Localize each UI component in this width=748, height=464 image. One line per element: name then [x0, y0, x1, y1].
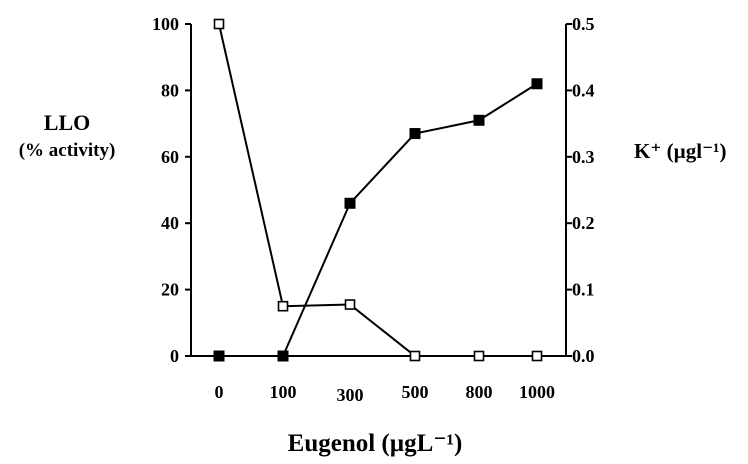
series: [213, 18, 543, 362]
left-tick-label: 80: [161, 80, 179, 100]
llo-point: [213, 18, 225, 30]
right-tick-label: 0.3: [572, 147, 595, 167]
k-point: [531, 78, 543, 90]
k-point: [409, 128, 421, 140]
left-axis-label-line2: (% activity): [19, 140, 116, 161]
llo-point: [473, 350, 485, 362]
right-axis-label: K⁺ (µgl⁻¹): [634, 139, 726, 163]
llo-point: [344, 299, 356, 310]
axes: [190, 24, 567, 357]
llo-point: [409, 350, 421, 362]
x-tick-label: 300: [337, 385, 364, 405]
right-tick-label: 0.2: [572, 213, 595, 233]
ticks: 0 20 40 60 80 100 0.0 0.1 0.2 0.3 0.4 0.5 0 100 300 500…: [152, 14, 595, 405]
llo-point: [277, 300, 289, 312]
k-point: [473, 114, 485, 126]
left-tick-label: 0: [170, 346, 179, 366]
llo-series-line: [218, 23, 537, 357]
right-tick-label: 0.5: [572, 14, 595, 34]
left-tick-label: 60: [161, 147, 179, 167]
left-tick-label: 40: [161, 213, 179, 233]
x-tick-label: 0: [215, 382, 224, 402]
x-tick-label: 100: [270, 382, 297, 402]
k-point: [277, 350, 289, 362]
left-axis-label-line1: LLO: [44, 110, 90, 135]
llo-point: [531, 350, 543, 362]
k-point: [344, 197, 356, 209]
k-series-line: [219, 82, 538, 357]
right-tick-label: 0.1: [572, 280, 595, 300]
x-tick-label: 1000: [519, 382, 555, 402]
right-tick-label: 0.0: [572, 346, 595, 366]
x-axis-label: Eugenol (µgL⁻¹): [288, 430, 463, 457]
right-tick-label: 0.4: [572, 80, 595, 100]
left-tick-label: 20: [161, 280, 179, 300]
left-tick-label: 100: [152, 14, 179, 34]
k-point: [213, 350, 225, 362]
x-tick-label: 500: [402, 382, 429, 402]
x-tick-label: 800: [466, 382, 493, 402]
